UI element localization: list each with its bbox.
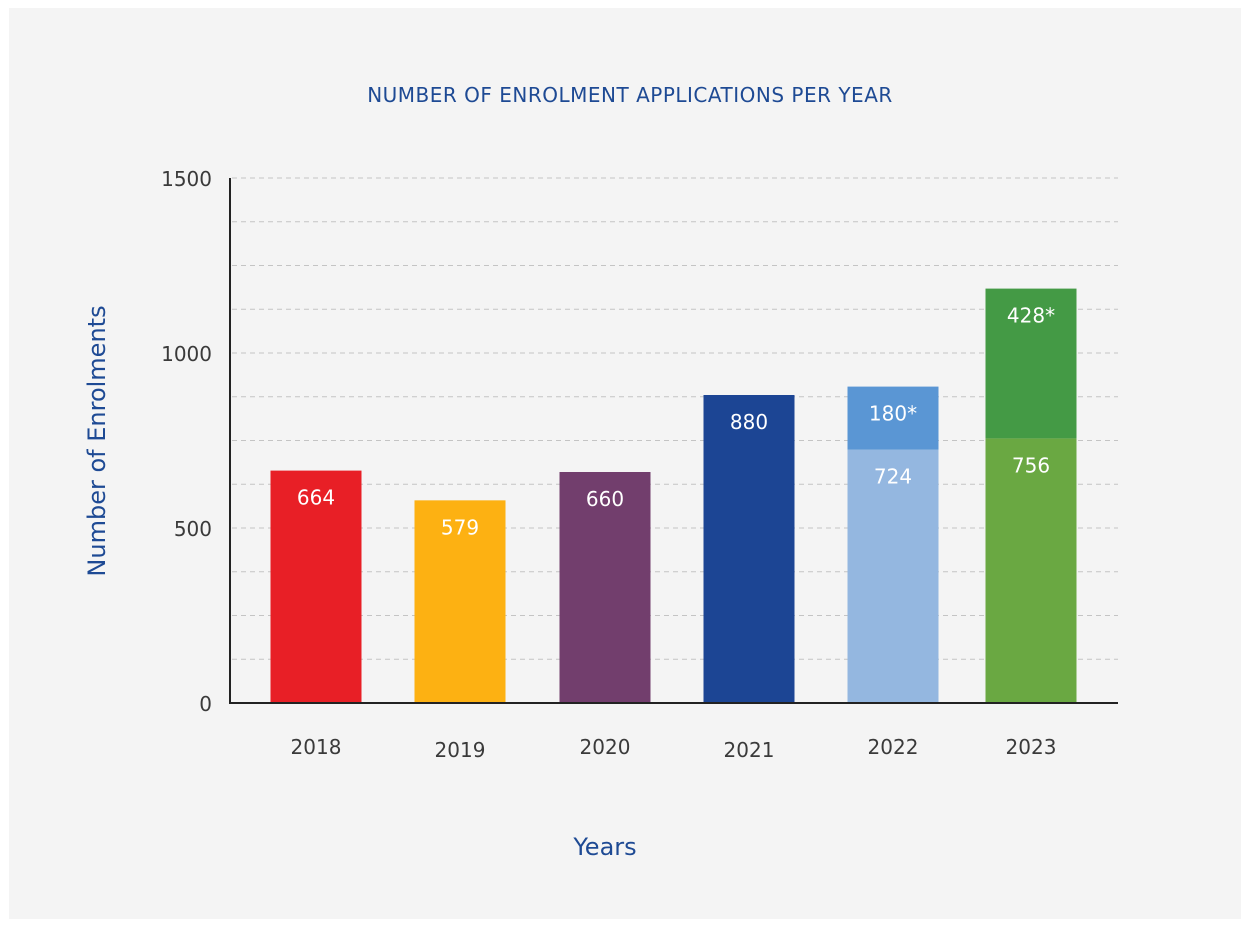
- y-tick-label: 1500: [161, 167, 212, 191]
- bar-2021-segment-1: [703, 395, 795, 703]
- x-tick-label: 2018: [291, 735, 342, 759]
- data-labels: 664 579 660 880 724 180* 756 428*: [297, 304, 1055, 540]
- x-tick-label: 2020: [580, 735, 631, 759]
- data-label-2020-1: 660: [586, 487, 624, 511]
- data-label-2021-1: 880: [730, 410, 768, 434]
- axes: [229, 178, 1118, 704]
- bar-2020-segment-1: [559, 472, 651, 703]
- y-tick-label: 0: [199, 692, 212, 716]
- y-tick-labels: 0 500 1000 1500: [161, 167, 212, 716]
- x-tick-labels: 2018 2019 2020 2021 2022 2023: [291, 735, 1057, 762]
- data-label-2023-1: 756: [1012, 453, 1050, 477]
- x-tick-label: 2019: [435, 738, 486, 762]
- data-label-2019-1: 579: [441, 515, 479, 539]
- bar-2022-segment-2: [847, 386, 939, 450]
- x-tick-label: 2022: [868, 735, 919, 759]
- data-label-2023-2: 428*: [1007, 304, 1055, 328]
- x-tick-label: 2023: [1006, 735, 1057, 759]
- bars: [270, 288, 1077, 703]
- bar-2022-segment-1: [847, 449, 939, 703]
- x-tick-label: 2021: [724, 738, 775, 762]
- y-tick-label: 500: [174, 517, 212, 541]
- bar-2018-segment-1: [270, 470, 362, 703]
- bar-2019-segment-1: [414, 500, 506, 703]
- y-tick-label: 1000: [161, 342, 212, 366]
- bar-2023-segment-1: [985, 438, 1077, 703]
- data-label-2022-2: 180*: [869, 402, 917, 426]
- chart-title: NUMBER OF ENROLMENT APPLICATIONS PER YEA…: [367, 83, 893, 107]
- x-axis-label: Years: [572, 833, 636, 861]
- data-label-2022-1: 724: [874, 465, 912, 489]
- grid-lines: [232, 177, 1118, 660]
- y-axis-label: Number of Enrolments: [83, 305, 111, 576]
- data-label-2018-1: 664: [297, 486, 335, 510]
- bar-2023-segment-2: [985, 288, 1077, 439]
